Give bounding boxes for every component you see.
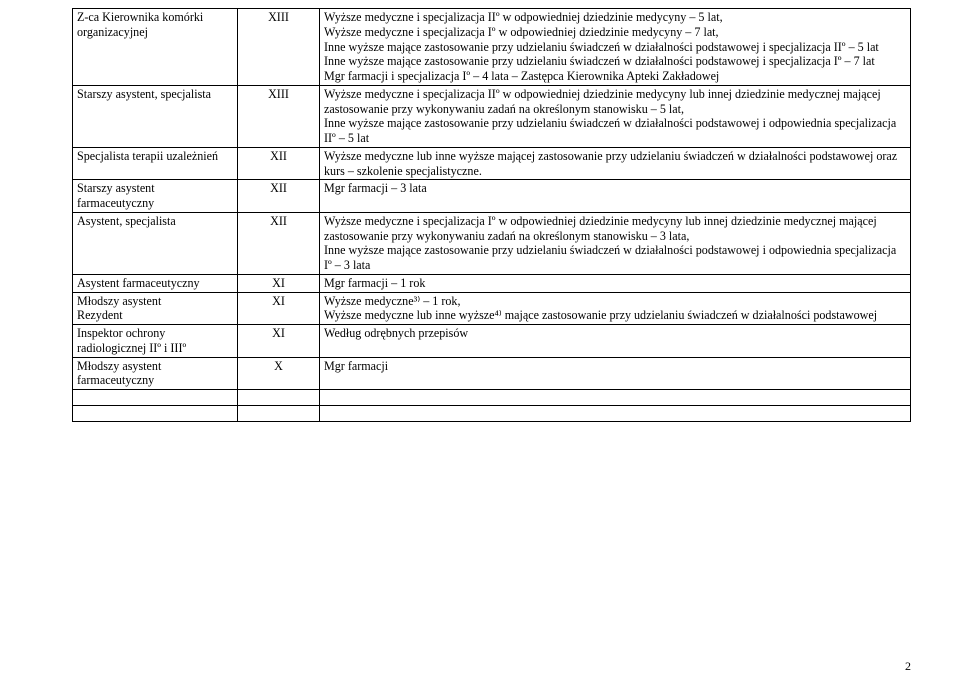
cell-position: Starszy asystent, specjalista — [73, 85, 238, 147]
cell-position: Młodszy asystentRezydent — [73, 292, 238, 325]
cell-requirement: Wyższe medyczne i specjalizacja IIº w od… — [320, 85, 911, 147]
cell-requirement: Według odrębnych przepisów — [320, 325, 911, 358]
table-row: Asystent, specjalista XII Wyższe medyczn… — [73, 212, 911, 274]
cell-grade: XI — [238, 292, 320, 325]
cell-position: Z-ca Kierownika komórki organizacyjnej — [73, 9, 238, 86]
table-row: Z-ca Kierownika komórki organizacyjnej X… — [73, 9, 911, 86]
cell-position: Inspektor ochrony radiologicznej IIº i I… — [73, 325, 238, 358]
cell-position: Starszy asystent farmaceutyczny — [73, 180, 238, 213]
table-row: Młodszy asystent farmaceutyczny X Mgr fa… — [73, 357, 911, 390]
cell-empty — [73, 406, 238, 422]
table-row: Asystent farmaceutyczny XI Mgr farmacji … — [73, 274, 911, 292]
cell-position: Asystent farmaceutyczny — [73, 274, 238, 292]
table-row-empty — [73, 390, 911, 406]
cell-grade: XII — [238, 180, 320, 213]
table-row: Starszy asystent, specjalista XIII Wyższ… — [73, 85, 911, 147]
requirements-table: Z-ca Kierownika komórki organizacyjnej X… — [72, 8, 911, 422]
cell-position: Specjalista terapii uzależnień — [73, 147, 238, 180]
cell-grade: XII — [238, 147, 320, 180]
table-row-empty — [73, 406, 911, 422]
table-row: Młodszy asystentRezydent XI Wyższe medyc… — [73, 292, 911, 325]
cell-grade: XI — [238, 274, 320, 292]
cell-empty — [320, 390, 911, 406]
cell-grade: XIII — [238, 85, 320, 147]
cell-grade: X — [238, 357, 320, 390]
cell-grade: XI — [238, 325, 320, 358]
cell-requirement: Wyższe medyczne i specjalizacja Iº w odp… — [320, 212, 911, 274]
cell-empty — [320, 406, 911, 422]
cell-requirement: Mgr farmacji – 1 rok — [320, 274, 911, 292]
table-row: Specjalista terapii uzależnień XII Wyższ… — [73, 147, 911, 180]
page-number: 2 — [905, 659, 911, 674]
cell-requirement: Mgr farmacji – 3 lata — [320, 180, 911, 213]
cell-position: Młodszy asystent farmaceutyczny — [73, 357, 238, 390]
cell-requirement: Mgr farmacji — [320, 357, 911, 390]
table-row: Inspektor ochrony radiologicznej IIº i I… — [73, 325, 911, 358]
cell-empty — [238, 390, 320, 406]
table-row: Starszy asystent farmaceutyczny XII Mgr … — [73, 180, 911, 213]
cell-empty — [238, 406, 320, 422]
cell-requirement: Wyższe medyczne i specjalizacja IIº w od… — [320, 9, 911, 86]
cell-grade: XII — [238, 212, 320, 274]
cell-grade: XIII — [238, 9, 320, 86]
page-container: Z-ca Kierownika komórki organizacyjnej X… — [0, 0, 959, 682]
cell-empty — [73, 390, 238, 406]
cell-requirement: Wyższe medyczne lub inne wyższe mającej … — [320, 147, 911, 180]
cell-position: Asystent, specjalista — [73, 212, 238, 274]
cell-requirement: Wyższe medyczne³⁾ – 1 rok,Wyższe medyczn… — [320, 292, 911, 325]
